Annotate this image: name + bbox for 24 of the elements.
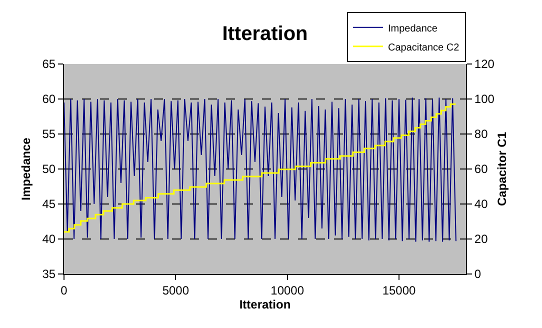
y2-tick-label: 0 [474, 267, 482, 282]
x-tick-label: 15000 [382, 283, 416, 298]
y-tick-label: 35 [42, 267, 56, 282]
y2-tick-label: 20 [474, 232, 488, 246]
y-axis-title: Impedance [19, 137, 33, 200]
x-tick-label: 10000 [270, 283, 304, 298]
chart-title: Itteration [222, 22, 308, 45]
y2-tick-label: 80 [474, 127, 488, 142]
x-tick-label: 0 [60, 283, 68, 298]
y2-tick-label: 100 [474, 92, 495, 106]
y-tick-label: 65 [42, 57, 56, 72]
y2-tick-label: 60 [474, 162, 488, 176]
y2-axis-title: Capacitor C1 [495, 132, 509, 206]
y-tick-label: 40 [42, 232, 56, 246]
x-axis-title: Itteration [239, 297, 291, 312]
legend-label: Capacitance C2 [388, 42, 460, 54]
y-tick-label: 55 [42, 127, 56, 142]
y2-tick-label: 40 [474, 197, 488, 212]
y-tick-label: 45 [42, 197, 56, 212]
y-tick-label: 50 [42, 162, 56, 176]
y2-tick-label: 120 [474, 57, 495, 72]
legend-label: Impedance [388, 23, 438, 34]
x-tick-label: 5000 [162, 283, 190, 298]
y-tick-label: 60 [42, 92, 56, 106]
